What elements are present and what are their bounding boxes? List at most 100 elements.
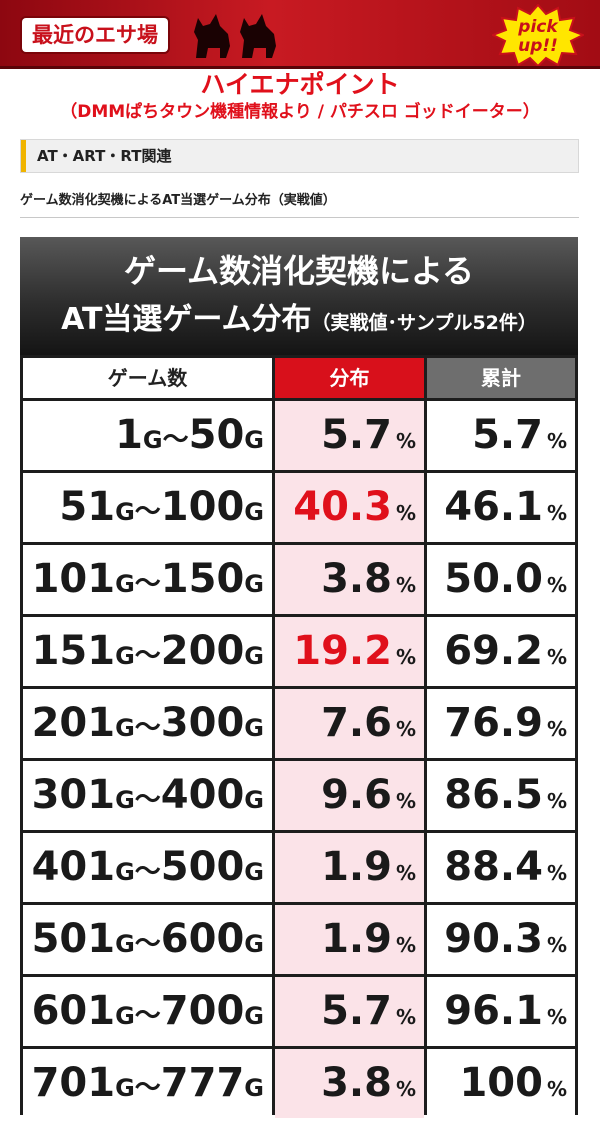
distribution-cell: 3.8% — [275, 1049, 424, 1118]
unit-g: G — [244, 1074, 264, 1102]
percent-sign: % — [395, 573, 416, 597]
range-to: 150 — [160, 556, 245, 602]
unit-g: G — [115, 1074, 135, 1102]
range-from: 151 — [31, 628, 116, 674]
range-from: 201 — [31, 700, 116, 746]
percent-sign: % — [546, 501, 567, 525]
percent-sign: % — [546, 645, 567, 669]
banner-label: 最近のエサ場 — [22, 18, 168, 52]
percent-sign: % — [546, 861, 567, 885]
range-value: 401G～500G — [32, 833, 264, 902]
unit-g: G — [115, 858, 135, 886]
pickup-badge: pick up!! — [490, 3, 586, 68]
distribution-value: 7.6% — [321, 689, 416, 758]
range-cell: 501G～600G — [23, 905, 272, 974]
range-value: 101G～150G — [32, 545, 264, 614]
cumulative-number: 5.7 — [472, 412, 543, 458]
table-row: 601G～700G 5.7% 96.1% — [23, 977, 575, 1046]
table-row: 1G～50G 5.7% 5.7% — [23, 401, 575, 470]
unit-g: G — [244, 714, 264, 742]
cumulative-cell: 88.4% — [427, 833, 575, 902]
distribution-value: 3.8% — [321, 545, 416, 614]
header-banner: 最近のエサ場 pick up!! — [0, 0, 600, 69]
cumulative-value: 5.7% — [472, 401, 567, 470]
range-to: 50 — [188, 412, 245, 458]
percent-sign: % — [395, 717, 416, 741]
distribution-number: 3.8 — [321, 556, 392, 602]
unit-g: G — [244, 570, 264, 598]
cumulative-cell: 100% — [427, 1049, 575, 1118]
unit-g: G — [115, 498, 135, 526]
range-cell: 1G～50G — [23, 401, 272, 470]
distribution-value: 19.2% — [293, 617, 416, 686]
cumulative-number: 86.5 — [444, 772, 543, 818]
table-row: 201G～300G 7.6% 76.9% — [23, 689, 575, 758]
section-bar: AT・ART・RT関連 — [20, 139, 579, 173]
range-separator: ～ — [134, 785, 161, 815]
distribution-value: 1.9% — [321, 905, 416, 974]
range-value: 151G～200G — [32, 617, 264, 686]
cumulative-cell: 96.1% — [427, 977, 575, 1046]
distribution-value: 40.3% — [293, 473, 416, 542]
percent-sign: % — [395, 861, 416, 885]
cumulative-value: 86.5% — [444, 761, 567, 830]
range-cell: 601G～700G — [23, 977, 272, 1046]
range-cell: 301G～400G — [23, 761, 272, 830]
unit-g: G — [244, 498, 264, 526]
pickup-line-1: pick — [518, 17, 558, 37]
distribution-number: 40.3 — [293, 484, 392, 530]
cumulative-value: 90.3% — [444, 905, 567, 974]
range-from: 1 — [115, 412, 143, 458]
unit-g: G — [244, 1002, 264, 1030]
table-row: 701G～777G 3.8% 100% — [23, 1049, 575, 1118]
range-from: 101 — [31, 556, 116, 602]
range-separator: ～ — [134, 497, 161, 527]
range-from: 701 — [31, 1060, 116, 1106]
range-to: 500 — [160, 844, 245, 890]
cumulative-value: 96.1% — [444, 977, 567, 1046]
range-separator: ～ — [134, 1073, 161, 1103]
unit-g: G — [115, 642, 135, 670]
distribution-table: ゲーム数消化契機による AT当選ゲーム分布（実戦値･サンプル52件） ゲーム数 … — [20, 237, 578, 1118]
column-header-distribution: 分布 — [275, 358, 424, 398]
table-title-main: AT当選ゲーム分布 — [61, 302, 312, 337]
range-separator: ～ — [162, 425, 189, 455]
table-title-line-1: ゲーム数消化契機による — [123, 252, 475, 290]
section-label: AT・ART・RT関連 — [37, 147, 172, 165]
cumulative-value: 100% — [459, 1049, 567, 1118]
range-separator: ～ — [134, 857, 161, 887]
range-from: 301 — [31, 772, 116, 818]
caption-divider — [20, 217, 579, 218]
cumulative-number: 96.1 — [444, 988, 543, 1034]
range-from: 401 — [31, 844, 116, 890]
cumulative-cell: 90.3% — [427, 905, 575, 974]
range-separator: ～ — [134, 1001, 161, 1031]
table-row: 301G～400G 9.6% 86.5% — [23, 761, 575, 830]
distribution-cell: 7.6% — [275, 689, 424, 758]
range-cell: 101G～150G — [23, 545, 272, 614]
range-to: 400 — [160, 772, 245, 818]
cumulative-value: 69.2% — [444, 617, 567, 686]
distribution-cell: 1.9% — [275, 905, 424, 974]
range-to: 777 — [160, 1060, 245, 1106]
distribution-value: 5.7% — [321, 977, 416, 1046]
range-cell: 51G～100G — [23, 473, 272, 542]
column-header-games: ゲーム数 — [23, 358, 272, 398]
distribution-number: 5.7 — [321, 988, 392, 1034]
range-value: 1G～50G — [115, 401, 264, 470]
cumulative-value: 46.1% — [444, 473, 567, 542]
cumulative-cell: 69.2% — [427, 617, 575, 686]
unit-g: G — [115, 786, 135, 814]
cumulative-number: 100 — [459, 1060, 543, 1106]
range-from: 51 — [59, 484, 116, 530]
percent-sign: % — [546, 789, 567, 813]
unit-g: G — [244, 858, 264, 886]
range-cell: 701G～777G — [23, 1049, 272, 1118]
distribution-value: 5.7% — [321, 401, 416, 470]
cumulative-value: 88.4% — [444, 833, 567, 902]
percent-sign: % — [546, 429, 567, 453]
distribution-number: 3.8 — [321, 1060, 392, 1106]
distribution-cell: 9.6% — [275, 761, 424, 830]
unit-g: G — [244, 786, 264, 814]
range-value: 701G～777G — [32, 1049, 264, 1118]
